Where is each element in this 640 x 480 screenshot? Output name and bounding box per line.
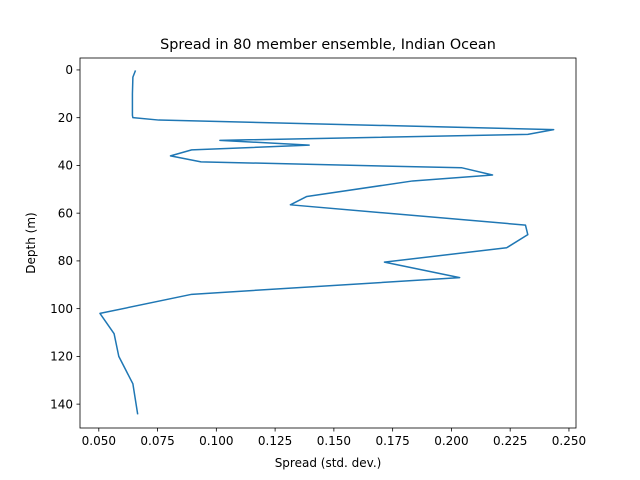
x-axis-label: Spread (std. dev.) [275, 456, 382, 470]
y-tick-label: 140 [50, 397, 73, 411]
x-tick-label: 0.150 [317, 434, 351, 448]
y-tick-label: 40 [58, 159, 73, 173]
plot-area [80, 58, 576, 428]
x-tick-label: 0.075 [140, 434, 174, 448]
y-tick-label: 20 [58, 111, 73, 125]
x-tick-label: 0.125 [258, 434, 292, 448]
x-tick-label: 0.250 [552, 434, 586, 448]
x-tick-label: 0.225 [493, 434, 527, 448]
x-tick-label: 0.050 [82, 434, 116, 448]
series-line-0 [99, 70, 555, 415]
chart-title: Spread in 80 member ensemble, Indian Oce… [160, 37, 496, 53]
y-tick-label: 0 [65, 63, 73, 77]
plot-frame [79, 57, 577, 429]
x-tick-label: 0.175 [375, 434, 409, 448]
x-axis: 0.050 0.075 0.100 0.125 0.150 0.175 0.200 0.225… [82, 428, 586, 448]
y-tick-label: 60 [58, 206, 73, 220]
y-axis: 0 20 40 60 80 100 120 140 [50, 63, 80, 411]
y-tick-label: 80 [58, 254, 73, 268]
y-axis-label: Depth (m) [24, 212, 38, 273]
y-tick-label: 120 [50, 350, 73, 364]
series-layer [99, 70, 555, 415]
y-tick-label: 100 [50, 302, 73, 316]
x-tick-label: 0.200 [434, 434, 468, 448]
x-tick-label: 0.100 [199, 434, 233, 448]
